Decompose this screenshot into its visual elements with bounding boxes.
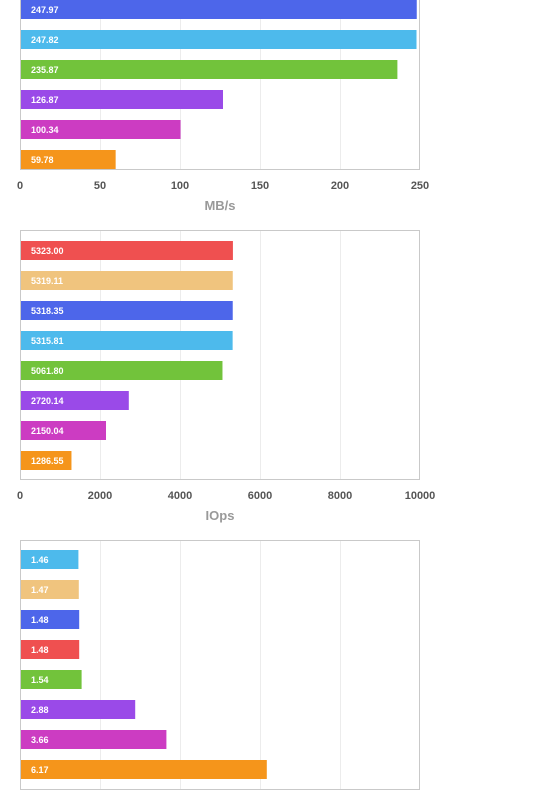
chart-3-bar-label-1: 1.46	[31, 555, 49, 565]
chart-3-bar-6	[21, 700, 136, 719]
chart-1-tick-label-3: 100	[171, 180, 189, 192]
chart-2-bar-label-6: 2720.14	[31, 396, 64, 406]
chart-2-bar-5	[21, 361, 223, 380]
chart-1-tick-label-5: 200	[331, 180, 349, 192]
chart-1-tick-label-2: 50	[94, 180, 106, 192]
chart-1-bar-label-3: 235.87	[31, 65, 59, 75]
chart-2-bar-label-2: 5319.11	[31, 276, 63, 286]
chart-2-bar-4	[21, 331, 233, 350]
chart-3-bar-label-4: 1.48	[31, 645, 49, 655]
chart-3-bar-label-6: 2.88	[31, 705, 49, 715]
chart-3-bar-1	[21, 550, 79, 569]
chart-1-frame	[20, 0, 420, 170]
chart-1-bar-label-6: 59.78	[31, 155, 54, 165]
chart-2-bar-label-4: 5315.81	[31, 336, 64, 346]
chart-3-bar-label-7: 3.66	[31, 735, 49, 745]
chart-2-tick-label-2: 2000	[88, 490, 112, 502]
chart-3-bar-5	[21, 670, 82, 689]
chart-3-bar-label-5: 1.54	[31, 675, 49, 685]
chart-3-bar-4	[21, 640, 80, 659]
chart-2-bar-8	[21, 451, 72, 470]
chart-3-bar-label-2: 1.47	[31, 585, 49, 595]
chart-1-axis-label: MB/s	[204, 198, 235, 213]
chart-1-bar-1	[21, 0, 417, 19]
chart-1-bar-label-1: 247.97	[31, 5, 59, 15]
chart-1-bar-4	[21, 90, 223, 109]
chart-1-bar-label-2: 247.82	[31, 35, 59, 45]
chart-2-axis-label: IOps	[206, 508, 235, 523]
chart-2-bar-6	[21, 391, 129, 410]
chart-3-bar-3	[21, 610, 80, 629]
chart-3-frame	[20, 540, 420, 790]
chart-3-bar-2	[21, 580, 79, 599]
chart-2-bar-label-5: 5061.80	[31, 366, 64, 376]
chart-1-bar-label-5: 100.34	[31, 125, 59, 135]
chart-2-tick-label-4: 6000	[248, 490, 272, 502]
chart-1-tick-label-4: 150	[251, 180, 269, 192]
chart-2-bar-3	[21, 301, 233, 320]
chart-2-tick-label-1: 0	[17, 490, 23, 502]
chart-2-tick-label-6: 10000	[405, 490, 436, 502]
chart-1-tick-label-6: 250	[411, 180, 429, 192]
chart-2-bar-7	[21, 421, 107, 440]
chart-2-frame	[20, 230, 420, 480]
chart-3-bar-7	[21, 730, 167, 749]
chart-2-tick-label-5: 8000	[328, 490, 352, 502]
chart-2-bar-label-8: 1286.55	[31, 456, 64, 466]
chart-3-bar-label-3: 1.48	[31, 615, 49, 625]
chart-2-bar-label-1: 5323.00	[31, 246, 64, 256]
chart-1-bar-2	[21, 30, 417, 49]
chart-1-bar-5	[21, 120, 181, 139]
chart-1-bar-label-4: 126.87	[31, 95, 59, 105]
chart-2-bar-label-3: 5318.35	[31, 306, 64, 316]
chart-3-bar-label-8: 6.17	[31, 765, 49, 775]
chart-2-bar-1	[21, 241, 233, 260]
chart-1-bar-3	[21, 60, 398, 79]
chart-2-bar-2	[21, 271, 233, 290]
chart-2-tick-label-3: 4000	[168, 490, 192, 502]
chart-3-bar-8	[21, 760, 267, 779]
chart-1-bar-6	[21, 150, 116, 169]
chart-1-tick-label-1: 0	[17, 180, 23, 192]
chart-2-bar-label-7: 2150.04	[31, 426, 64, 436]
